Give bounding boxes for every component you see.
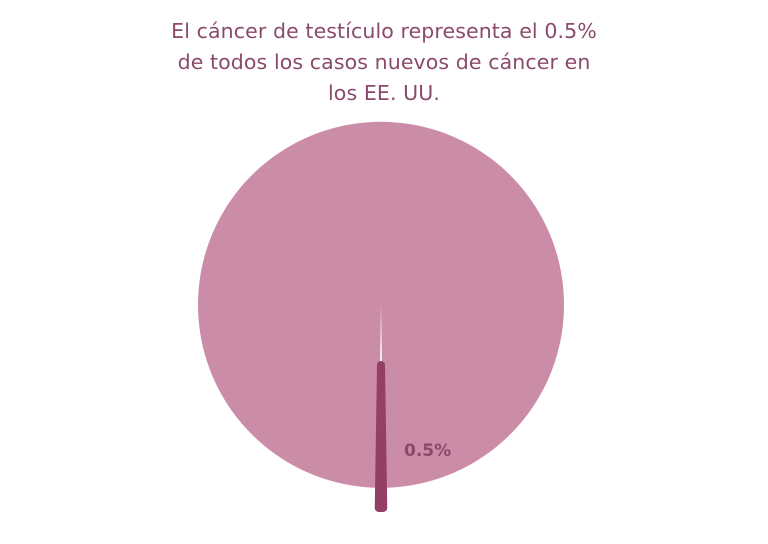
chart-title-line-2: de todos los casos nuevos de cáncer en bbox=[177, 50, 591, 74]
pie-slice-small-label: 0.5% bbox=[404, 441, 451, 461]
chart-title-line-1: El cáncer de testículo representa el 0.5… bbox=[171, 19, 597, 43]
pie-slice-main bbox=[198, 121, 565, 488]
pie-slice-small bbox=[374, 361, 388, 512]
chart-title-line-3: los EE. UU. bbox=[328, 81, 440, 105]
chart-title: El cáncer de testículo representa el 0.5… bbox=[0, 16, 768, 109]
